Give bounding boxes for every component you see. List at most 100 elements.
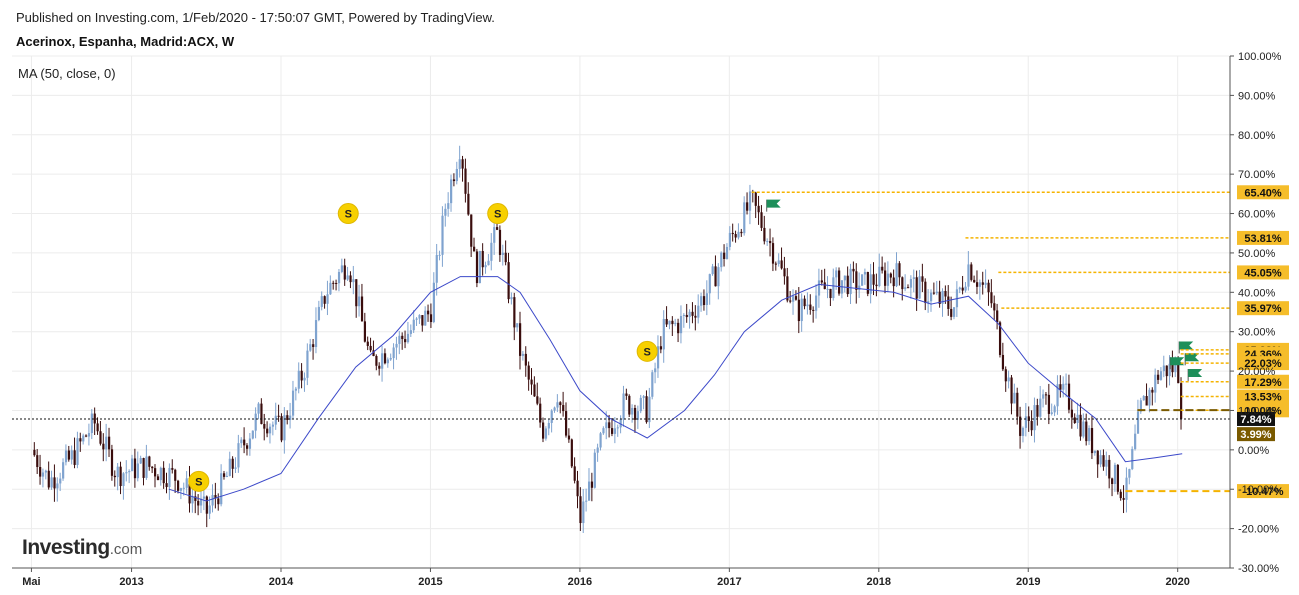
candle-down	[559, 402, 562, 406]
candle-up	[1093, 450, 1097, 454]
candle-up	[392, 347, 395, 359]
candle-down	[541, 422, 545, 439]
level-tag-label: -10.47%	[1243, 486, 1284, 498]
candle-up	[826, 288, 829, 290]
candle-down	[838, 270, 841, 294]
candle-down	[872, 274, 875, 285]
candle-up	[895, 263, 898, 287]
level-tag-label: 45.05%	[1244, 267, 1282, 279]
candle-down	[475, 251, 479, 284]
candle-down	[266, 428, 269, 434]
candle-up	[843, 275, 846, 281]
candle-up	[1007, 377, 1010, 382]
candle-down	[685, 314, 688, 318]
candle-down	[260, 403, 263, 424]
flag-icon	[1170, 357, 1185, 366]
candle-down	[665, 318, 668, 325]
moving-average-line	[168, 276, 1183, 502]
candle-down	[1085, 421, 1088, 442]
candle-down	[970, 264, 973, 280]
candle-down	[513, 297, 516, 328]
candle-up	[257, 403, 260, 414]
candle-down	[343, 265, 346, 280]
candle-down	[944, 291, 947, 297]
candle-up	[662, 318, 665, 350]
candle-down	[93, 413, 96, 424]
candle-up	[458, 159, 461, 169]
candle-up	[389, 358, 392, 360]
candle-down	[975, 282, 979, 287]
candle-up	[904, 287, 907, 290]
candle-down	[1019, 416, 1022, 436]
candle-down	[79, 438, 82, 442]
candle-down	[47, 470, 50, 488]
candle-up	[544, 428, 548, 439]
candle-up	[409, 330, 412, 334]
candle-down	[754, 192, 757, 206]
candle-up	[62, 462, 65, 479]
candle-down	[1047, 394, 1051, 414]
candle-down	[383, 353, 387, 364]
candle-up	[648, 396, 651, 423]
candle-down	[783, 268, 786, 277]
dividend-marker-icon	[337, 203, 359, 225]
candle-up	[251, 430, 254, 439]
candle-down	[789, 300, 792, 302]
previous-close-label: 3.99%	[1240, 429, 1271, 441]
candle-up	[254, 413, 257, 431]
candle-up	[935, 291, 938, 294]
candle-down	[378, 365, 381, 369]
candle-down	[401, 335, 404, 340]
candle-down	[731, 232, 734, 235]
candle-up	[234, 467, 237, 469]
candle-down	[691, 311, 694, 316]
candle-down	[981, 282, 984, 285]
candle-down	[39, 467, 42, 477]
candle-up	[1142, 395, 1145, 401]
candle-up	[674, 322, 677, 325]
candle-down	[570, 439, 573, 467]
candle-up	[326, 294, 329, 304]
candle-up	[1131, 449, 1134, 470]
candle-down	[1090, 428, 1094, 454]
candle-up	[682, 314, 686, 317]
candle-down	[714, 266, 717, 287]
candle-down	[154, 468, 157, 477]
candle-down	[915, 277, 918, 299]
dividend-marker-label: S	[195, 476, 202, 488]
y-tick-label: -10.00%	[1238, 484, 1279, 496]
candle-down	[938, 291, 941, 304]
candle-down	[823, 282, 826, 290]
candle-up	[128, 471, 131, 473]
candle-down	[323, 296, 326, 304]
candle-down	[573, 466, 576, 481]
candle-down	[1177, 362, 1180, 384]
candle-down	[533, 384, 536, 397]
dividend-marker-label: S	[494, 209, 501, 221]
candle-up	[185, 478, 188, 488]
candle-down	[85, 435, 88, 437]
candle-up	[501, 252, 504, 255]
candle-down	[1102, 455, 1105, 467]
candle-down	[177, 480, 180, 491]
candle-down	[366, 341, 369, 346]
price-levels: 65.40%53.81%45.05%35.97%25.38%24.36%22.0…	[12, 185, 1289, 499]
y-tick-label: 10.00%	[1238, 405, 1276, 417]
candle-down	[961, 287, 964, 291]
candle-down	[1044, 394, 1048, 396]
candle-down	[723, 252, 726, 259]
candle-up	[56, 483, 59, 489]
x-tick-label: 2015	[418, 576, 442, 588]
level-tag	[1237, 230, 1289, 245]
candle-up	[605, 422, 608, 429]
candle-down	[771, 243, 775, 264]
candle-down	[1180, 383, 1183, 419]
level-tag-label: 53.81%	[1244, 233, 1282, 245]
candle-up	[240, 439, 243, 444]
candle-down	[156, 476, 160, 481]
candle-down	[633, 407, 637, 420]
candle-down	[921, 276, 924, 282]
candle-up	[418, 315, 421, 319]
candle-up	[237, 443, 240, 468]
